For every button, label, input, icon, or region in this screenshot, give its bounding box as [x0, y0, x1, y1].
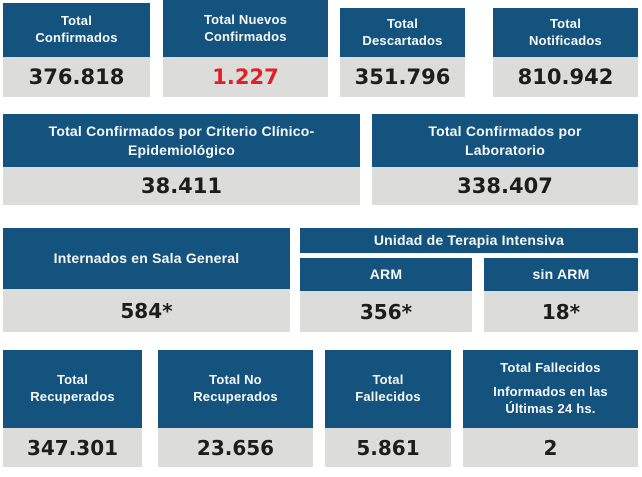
- card-total-confirmados: Total Confirmados 376.818: [3, 3, 150, 97]
- card-confirmados-criterio-clinico: Total Confirmados por Criterio Clínico- …: [3, 114, 360, 205]
- card-fallecidos-ultimas-24hs-value: 2: [463, 428, 638, 467]
- card-uti-arm-label: ARM: [300, 258, 472, 291]
- card-fallecidos-ultimas-24hs-label-line1: Total Fallecidos: [500, 360, 601, 376]
- card-total-nuevos-confirmados-label: Total Nuevos Confirmados: [163, 0, 328, 57]
- card-total-notificados-value: 810.942: [493, 57, 638, 97]
- card-internados-sala-general-label: Internados en Sala General: [3, 228, 290, 289]
- card-uti-sin-arm: sin ARM 18*: [484, 258, 638, 332]
- card-confirmados-laboratorio-label: Total Confirmados por Laboratorio: [372, 114, 638, 167]
- card-confirmados-laboratorio-value: 338.407: [372, 167, 638, 205]
- card-total-notificados: Total Notificados 810.942: [493, 8, 638, 97]
- card-total-nuevos-confirmados: Total Nuevos Confirmados 1.227: [163, 0, 328, 97]
- card-uti-arm: ARM 356*: [300, 258, 472, 332]
- card-confirmados-criterio-clinico-label: Total Confirmados por Criterio Clínico- …: [3, 114, 360, 167]
- card-internados-sala-general-value: 584*: [3, 289, 290, 332]
- card-confirmados-laboratorio: Total Confirmados por Laboratorio 338.40…: [372, 114, 638, 205]
- card-uti-sin-arm-value: 18*: [484, 291, 638, 332]
- card-total-descartados: Total Descartados 351.796: [340, 8, 465, 97]
- card-total-descartados-label: Total Descartados: [340, 8, 465, 57]
- card-fallecidos-ultimas-24hs: Total Fallecidos Informados en las Últim…: [463, 350, 638, 467]
- card-total-nuevos-confirmados-value: 1.227: [163, 57, 328, 97]
- card-total-fallecidos: Total Fallecidos 5.861: [325, 350, 451, 467]
- card-total-notificados-label: Total Notificados: [493, 8, 638, 57]
- card-total-descartados-value: 351.796: [340, 57, 465, 97]
- card-total-confirmados-value: 376.818: [3, 57, 150, 97]
- card-total-no-recuperados: Total No Recuperados 23.656: [158, 350, 313, 467]
- card-total-confirmados-label: Total Confirmados: [3, 3, 150, 57]
- uti-group-header: Unidad de Terapia Intensiva: [300, 228, 638, 253]
- card-total-no-recuperados-label: Total No Recuperados: [158, 350, 313, 428]
- card-total-no-recuperados-value: 23.656: [158, 428, 313, 467]
- card-uti-sin-arm-label: sin ARM: [484, 258, 638, 291]
- card-uti-arm-value: 356*: [300, 291, 472, 332]
- card-fallecidos-ultimas-24hs-label-line2: Informados en las Últimas 24 hs.: [493, 384, 608, 416]
- card-fallecidos-ultimas-24hs-label: Total Fallecidos Informados en las Últim…: [463, 350, 638, 428]
- card-total-fallecidos-value: 5.861: [325, 428, 451, 467]
- card-total-recuperados-label: Total Recuperados: [3, 350, 142, 428]
- card-total-recuperados-value: 347.301: [3, 428, 142, 467]
- card-total-fallecidos-label: Total Fallecidos: [325, 350, 451, 428]
- card-total-recuperados: Total Recuperados 347.301: [3, 350, 142, 467]
- card-internados-sala-general: Internados en Sala General 584*: [3, 228, 290, 332]
- card-confirmados-criterio-clinico-value: 38.411: [3, 167, 360, 205]
